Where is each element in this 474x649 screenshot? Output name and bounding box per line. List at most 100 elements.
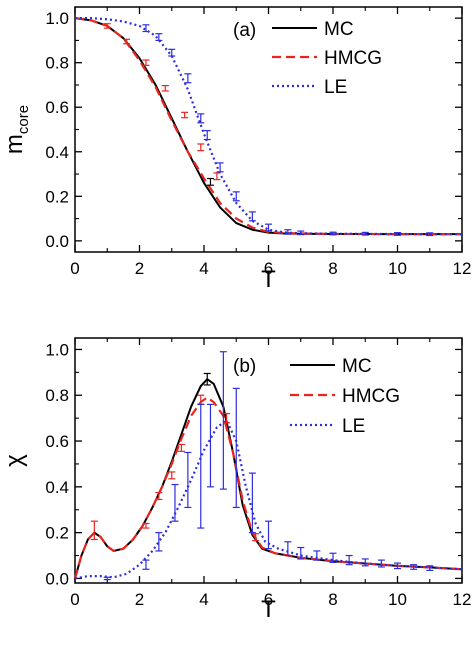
panel-b: 0 2 4 6 8 10 12 0.0 0.2 0.4 0.6 0.8 1.0 (b) MC HMCG LE…: [1, 337, 471, 623]
error-bar-le: [394, 232, 401, 236]
y-tick-label: 0.0: [45, 569, 69, 588]
legend-label: LE: [324, 77, 347, 98]
error-bar-hmcg: [103, 23, 111, 29]
y-tick-label: 0.2: [45, 187, 69, 206]
error-bar-mc: [203, 372, 211, 386]
error-bar-le: [329, 231, 337, 236]
error-bar-le: [248, 472, 256, 534]
error-bar-le: [265, 520, 272, 550]
y-tick-label: 0.6: [45, 98, 69, 117]
axis-ticks-b: 0 2 4 6 8 10 12 0.0 0.2 0.4 0.6 0.8 1.0: [45, 338, 471, 609]
error-bar-hmcg: [161, 85, 169, 92]
x-tick-label: 12: [453, 259, 472, 278]
error-bar-hmcg: [213, 172, 221, 181]
error-bar-hmcg: [142, 522, 150, 529]
panel-label-a: (a): [233, 20, 256, 41]
error-bar-le: [171, 483, 179, 522]
series-line-le: [74, 419, 463, 580]
error-bar-hmcg: [197, 143, 205, 152]
y-axis-title-sub-a: core: [15, 105, 32, 134]
error-bar-le: [345, 554, 353, 566]
y-tick-label: 1.0: [45, 340, 69, 359]
y-tick-label: 0.6: [45, 432, 69, 451]
legend-b: MC HMCG LE: [290, 356, 400, 437]
x-tick-label: 10: [388, 259, 407, 278]
series-line-mc: [74, 17, 462, 236]
error-bar-le: [361, 231, 369, 236]
error-bar-le: [203, 130, 211, 141]
error-bar-le: [297, 546, 305, 560]
error-bar-le: [219, 351, 227, 490]
legend-label: HMCG: [342, 386, 400, 407]
error-bar-hmcg: [181, 111, 189, 119]
error-bar-le: [232, 387, 240, 509]
error-bar-hmcg: [142, 59, 150, 66]
error-bar-le: [248, 211, 256, 222]
x-tick-label: 4: [199, 590, 208, 609]
x-tick-label: 0: [70, 259, 79, 278]
error-bar-le: [184, 451, 192, 509]
y-tick-label: 0.2: [45, 524, 69, 543]
error-bar-hmcg: [252, 533, 260, 542]
error-bar-le: [142, 24, 150, 33]
legend-item-hmcg: HMCG: [290, 386, 400, 407]
error-bar-hmcg: [123, 38, 131, 45]
legend-a: MC HMCG LE: [272, 19, 382, 98]
error-bar-le: [284, 541, 292, 557]
x-tick-label: 6: [264, 590, 273, 609]
error-bar-le: [103, 576, 111, 581]
error-bar-le: [361, 558, 369, 567]
error-bar-le: [155, 532, 163, 552]
legend-item-mc: MC: [290, 356, 372, 377]
error-bar-le: [265, 223, 272, 232]
x-tick-label: 6: [264, 259, 273, 278]
error-bar-le: [155, 33, 163, 42]
error-bar-le: [168, 48, 176, 57]
error-bar-le: [142, 559, 150, 570]
error-bar-hmcg: [90, 520, 98, 541]
series-line-le: [75, 17, 462, 236]
legend-item-mc: MC: [272, 19, 354, 40]
error-bar-le: [394, 562, 401, 570]
panel-a: 0 2 4 6 8 10 12 0.0 0.2 0.4 0.6 0.8 1.0 (a) MC HMCG LE…: [1, 6, 471, 293]
legend-label: MC: [324, 19, 354, 40]
legend-label: MC: [342, 356, 372, 377]
x-tick-label: 10: [388, 590, 407, 609]
y-tick-label: 1.0: [45, 9, 69, 28]
x-tick-label: 8: [328, 590, 337, 609]
series-lines-a: [74, 17, 462, 236]
y-axis-title-main-b: χ: [1, 454, 28, 467]
error-bars-a: [103, 23, 434, 237]
x-tick-label: 2: [135, 259, 144, 278]
error-bar-hmcg: [155, 491, 163, 501]
error-bar-le: [184, 73, 192, 84]
legend-item-le: LE: [290, 416, 365, 437]
y-tick-label: 0.4: [45, 478, 69, 497]
error-bar-le: [313, 550, 321, 561]
x-tick-label: 2: [135, 590, 144, 609]
error-bar-le: [232, 191, 240, 202]
error-bar-hmcg: [168, 471, 176, 480]
axis-ticks-a: 0 2 4 6 8 10 12 0.0 0.2 0.4 0.6 0.8 1.0: [45, 7, 471, 278]
y-axis-title-a: mcore: [1, 105, 32, 154]
x-tick-label: 0: [70, 590, 79, 609]
error-bar-le: [284, 229, 292, 235]
error-bar-le: [329, 552, 337, 563]
y-tick-label: 0.8: [45, 386, 69, 405]
x-tick-label: 4: [199, 259, 208, 278]
legend-label: LE: [342, 416, 365, 437]
error-bar-mc: [206, 177, 214, 186]
y-axis-title-b: χ: [1, 454, 28, 467]
y-tick-label: 0.0: [45, 232, 69, 251]
error-bar-le: [377, 559, 385, 568]
error-bar-le: [426, 232, 434, 237]
plot-frame-a: [74, 6, 463, 253]
error-bar-le: [297, 230, 305, 236]
x-axis-title-b: T: [261, 596, 276, 623]
legend-label: HMCG: [324, 48, 382, 69]
error-bar-le: [197, 113, 205, 124]
panel-label-b: (b): [233, 356, 256, 377]
x-tick-label: 12: [453, 590, 472, 609]
error-bar-le: [206, 403, 214, 488]
